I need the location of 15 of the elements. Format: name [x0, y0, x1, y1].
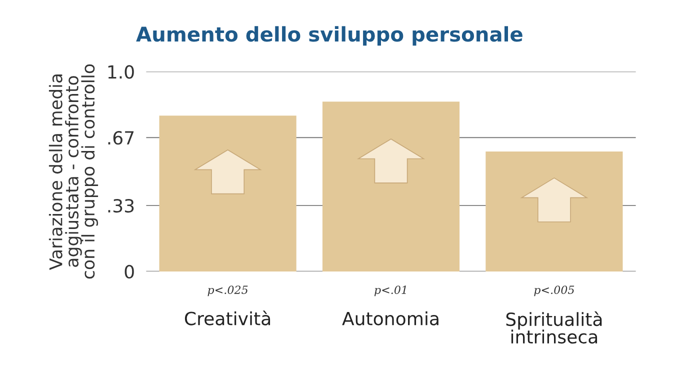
text: p<.01 — [374, 286, 406, 296]
y-tick-label: .33 — [108, 198, 134, 213]
y-axis-title: Variazione della media aggiustata - confronto con il gruppo di controllo — [48, 64, 98, 279]
y-tick-label: .67 — [108, 131, 134, 145]
text: p<.005 — [534, 286, 574, 296]
bar — [486, 152, 623, 272]
chart-title: Aumento dello sviluppo personale — [136, 26, 522, 46]
bar — [159, 116, 296, 272]
x-tick-label: Autonomia — [342, 311, 438, 326]
x-tick-label: Creatività — [184, 310, 270, 326]
y-tick-label: 1.0 — [108, 65, 134, 79]
y-tick-label: 0 — [124, 264, 134, 279]
x-tick-label: Spiritualità intrinseca — [506, 311, 602, 344]
text: p<.025 — [208, 286, 248, 296]
bar — [322, 102, 460, 272]
